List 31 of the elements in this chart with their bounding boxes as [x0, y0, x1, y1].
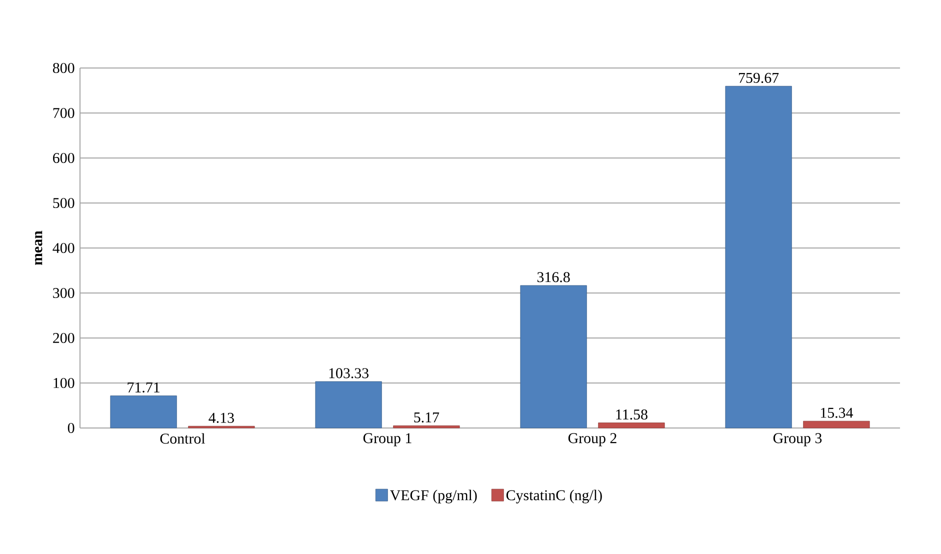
bar — [598, 422, 665, 428]
data-label: 103.33 — [329, 368, 369, 378]
data-label: 11.58 — [616, 409, 648, 420]
y-tick-label: 800 — [52, 62, 74, 74]
bar — [315, 381, 382, 428]
y-axis-title: mean — [35, 230, 42, 266]
legend-label: CystatinC (ng/l) — [506, 490, 602, 504]
bar — [803, 420, 870, 428]
data-label: 316.8 — [537, 272, 570, 282]
legend-label: VEGF (pg/ml) — [390, 490, 477, 504]
data-label: 15.34 — [820, 408, 854, 418]
data-label: 759.67 — [738, 72, 779, 83]
y-tick-label: 700 — [53, 108, 74, 118]
x-tick-label: Group 3 — [773, 433, 822, 446]
bar — [520, 285, 587, 428]
data-label: 71.71 — [128, 382, 160, 393]
y-tick-label: 400 — [52, 242, 74, 254]
x-tick-label: Group 1 — [363, 433, 412, 446]
bar — [110, 396, 177, 428]
y-tick-label: 300 — [53, 288, 74, 298]
y-tick-label: 600 — [53, 152, 74, 164]
x-tick-label: Group 2 — [568, 433, 616, 446]
x-tick-label: Control — [160, 433, 206, 444]
y-tick-label: 200 — [53, 332, 74, 344]
y-tick-label: 100 — [54, 378, 74, 388]
data-label: 4.13 — [208, 412, 234, 423]
y-tick-label: 0 — [68, 422, 74, 434]
bar — [725, 86, 792, 428]
bar — [393, 425, 460, 428]
y-tick-label: 500 — [53, 198, 74, 208]
data-label: 5.17 — [414, 412, 440, 422]
